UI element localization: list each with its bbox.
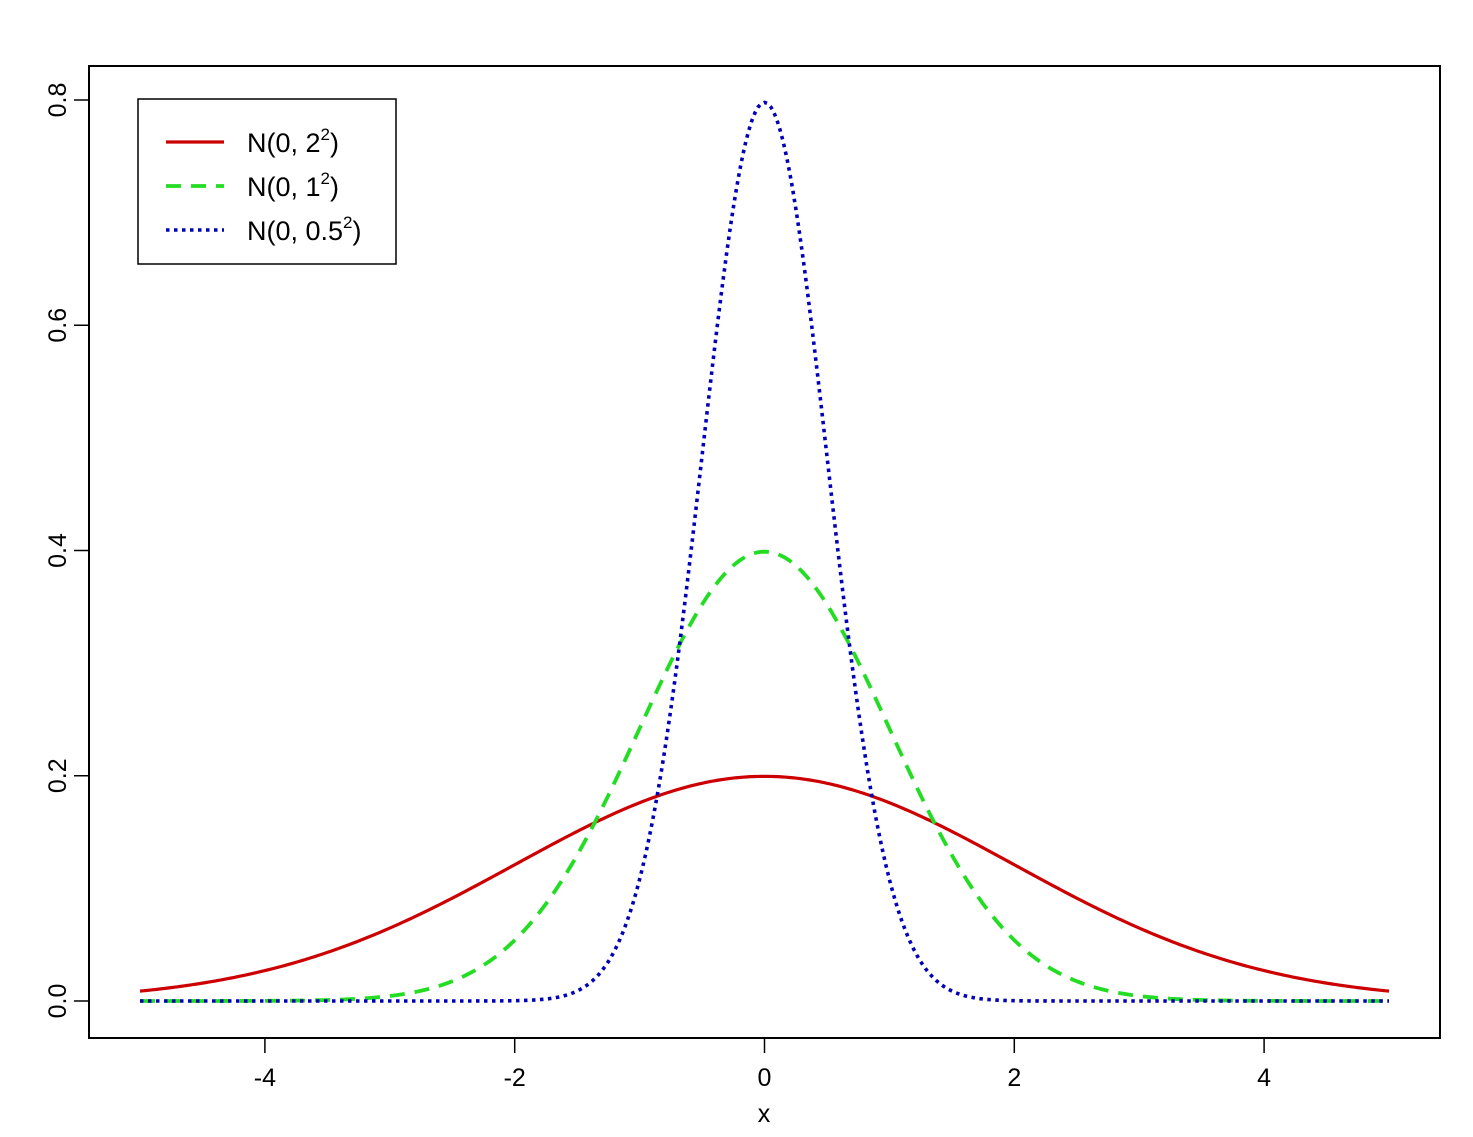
series-layer	[139, 100, 1390, 1003]
x-tick-label: -2	[504, 1064, 526, 1092]
y-tick-label: 0.6	[44, 308, 72, 343]
y-tick-label: 0.8	[44, 83, 72, 118]
y-axis: 0.0 0.2 0.4 0.6 0.8	[44, 83, 90, 1019]
series-line-3	[140, 100, 1389, 1003]
y-tick-label: 0.0	[44, 984, 72, 1019]
x-axis: -4 -2 0 2 4	[254, 1037, 1271, 1092]
legend-box	[137, 98, 397, 265]
y-tick-label: 0.2	[44, 758, 72, 793]
x-axis-title: x	[758, 1100, 771, 1128]
x-tick-label: 0	[758, 1064, 772, 1092]
legend-label-3: N(0, 0.52)	[247, 213, 362, 246]
x-tick-label: -4	[254, 1064, 276, 1092]
legend-label-1: N(0, 22)	[247, 125, 339, 158]
legend: N(0, 22) N(0, 12) N(0, 0.52)	[137, 98, 397, 265]
series-line-1	[139, 774, 1390, 993]
x-tick-label: 2	[1007, 1064, 1021, 1092]
x-tick-label: 4	[1257, 1064, 1271, 1092]
legend-label-2: N(0, 12)	[247, 169, 339, 202]
y-tick-label: 0.4	[44, 533, 72, 568]
